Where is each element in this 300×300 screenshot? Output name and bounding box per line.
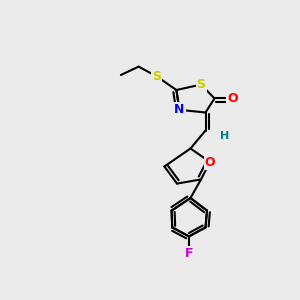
Text: S: S — [152, 70, 161, 83]
Text: O: O — [227, 92, 238, 105]
Text: S: S — [196, 78, 206, 91]
Text: H: H — [220, 130, 229, 141]
Text: N: N — [174, 103, 184, 116]
Text: F: F — [185, 247, 193, 260]
Text: O: O — [205, 155, 215, 169]
